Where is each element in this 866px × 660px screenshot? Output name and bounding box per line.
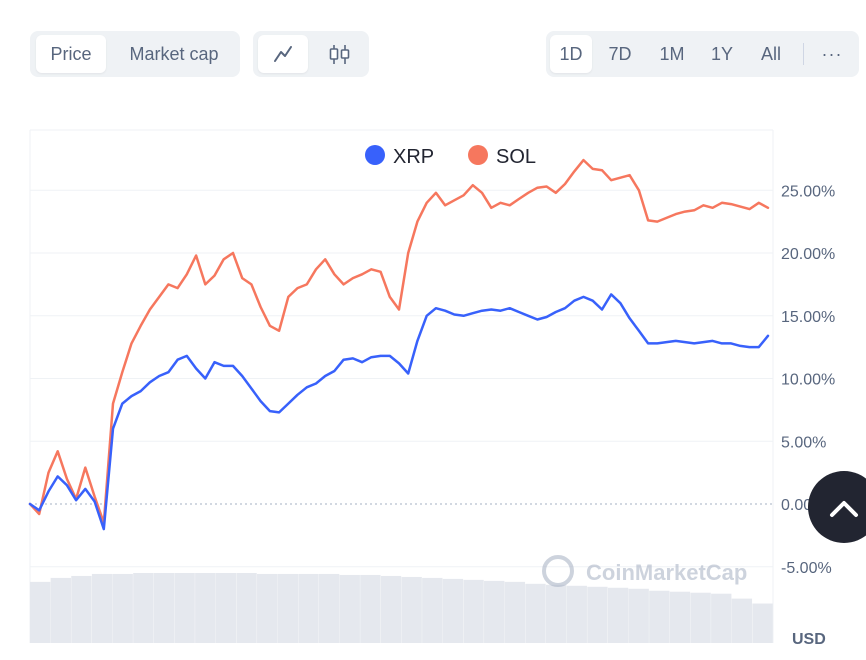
legend-marker-sol: [468, 145, 488, 165]
time-range-tabs: 1D 7D 1M 1Y All ···: [546, 31, 859, 77]
volume-bar: [112, 573, 133, 643]
volume-bar: [30, 581, 51, 643]
volume-bar: [195, 572, 216, 643]
legend-marker-xrp: [365, 145, 385, 165]
tab-market-cap[interactable]: Market cap: [129, 44, 219, 64]
volume-bar: [484, 580, 505, 643]
volume-bar: [380, 575, 402, 643]
volume-bar: [257, 573, 278, 643]
volume-bar: [566, 585, 587, 643]
y-tick-label: 20.00%: [781, 246, 835, 263]
volume-bar: [525, 583, 546, 643]
volume-bar: [50, 577, 71, 643]
watermark: CoinMarketCap: [542, 555, 747, 587]
volume-bar: [504, 581, 526, 643]
y-tick-label: -5.00%: [781, 560, 832, 577]
y-tick-label: 25.00%: [781, 183, 835, 200]
volume-bar: [401, 576, 422, 643]
currency-label: USD: [792, 631, 826, 648]
volume-bar: [298, 573, 319, 643]
volume-bar: [360, 574, 381, 643]
volume-bar: [277, 573, 299, 643]
volume-bar: [236, 572, 257, 643]
metric-tabs: Price Market cap: [30, 31, 240, 77]
candlestick-button[interactable]: [314, 35, 364, 73]
coinmarketcap-logo-icon: [542, 555, 574, 587]
y-tick-label: 15.00%: [781, 309, 835, 326]
range-all[interactable]: All: [760, 44, 781, 64]
range-1y[interactable]: 1Y: [710, 44, 734, 64]
volume-bar: [153, 572, 175, 643]
volume-bar: [339, 574, 360, 643]
volume-bar: [71, 575, 92, 643]
volume-bar: [545, 584, 567, 643]
range-divider: [803, 43, 804, 65]
volume-bar: [463, 579, 484, 643]
volume-bar: [690, 592, 711, 643]
volume-bar: [752, 603, 773, 643]
scroll-to-top-button[interactable]: [808, 471, 866, 543]
volume-bar: [587, 586, 608, 643]
chart-type-toggle: [253, 31, 369, 77]
volume-bar: [731, 598, 753, 643]
y-tick-label: 5.00%: [781, 434, 826, 451]
line-chart-button[interactable]: [258, 35, 308, 73]
legend-label-xrp: XRP: [393, 146, 434, 168]
series-line-xrp: [28, 293, 770, 531]
volume-bar: [91, 573, 113, 643]
volume-bar: [318, 573, 340, 643]
candlestick-icon: [329, 45, 350, 64]
volume-bar: [133, 572, 154, 643]
more-options-button[interactable]: ···: [821, 44, 843, 64]
watermark-text: CoinMarketCap: [586, 560, 747, 585]
volume-bar: [215, 572, 237, 643]
legend-label-sol: SOL: [496, 146, 536, 168]
volume-bar: [669, 591, 691, 643]
chevron-up-icon: [830, 501, 858, 517]
volume-bar: [649, 590, 670, 643]
y-tick-label: 10.00%: [781, 372, 835, 389]
volume-bar: [442, 578, 464, 643]
volume-bar: [174, 572, 195, 643]
series-line-sol: [28, 158, 770, 525]
line-chart-icon: [274, 46, 292, 62]
range-1m[interactable]: 1M: [659, 44, 685, 64]
volume-bar: [711, 593, 732, 643]
volume-bar: [422, 577, 443, 643]
range-7d[interactable]: 7D: [608, 44, 632, 64]
volume-bar: [628, 588, 649, 643]
range-1d[interactable]: 1D: [550, 35, 592, 73]
volume-bar: [607, 587, 629, 643]
tab-price[interactable]: Price: [36, 35, 106, 73]
